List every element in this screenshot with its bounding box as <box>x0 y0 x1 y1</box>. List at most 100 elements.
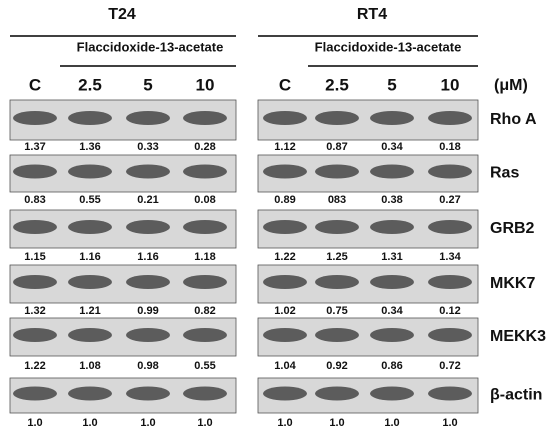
band <box>370 220 414 234</box>
band <box>68 275 112 289</box>
protein-label: MEKK3 <box>490 328 546 345</box>
quant-value: 0.89 <box>274 194 295 206</box>
lane-label: 10 <box>196 75 215 94</box>
lane-label: 2.5 <box>325 75 349 94</box>
band <box>183 387 227 401</box>
band <box>428 275 472 289</box>
treatment-label: Flaccidoxide-13-acetate <box>315 39 462 54</box>
treatment-label: Flaccidoxide-13-acetate <box>77 39 224 54</box>
band <box>315 387 359 401</box>
quant-value: 0.86 <box>381 360 402 372</box>
quant-value: 0.82 <box>194 305 215 317</box>
quant-value: 1.36 <box>79 141 100 153</box>
quant-value: 1.22 <box>274 251 295 263</box>
quant-value: 0.75 <box>326 305 347 317</box>
band <box>68 165 112 179</box>
quant-value: 0.99 <box>137 305 158 317</box>
quant-value: 1.18 <box>194 251 215 263</box>
quant-value: 0.98 <box>137 360 158 372</box>
quant-value: 0.34 <box>381 141 403 153</box>
band <box>126 165 170 179</box>
band <box>370 165 414 179</box>
band <box>263 275 307 289</box>
band <box>13 328 57 342</box>
quant-value: 1.22 <box>24 360 45 372</box>
band <box>183 220 227 234</box>
quant-value: 0.87 <box>326 141 347 153</box>
quant-value: 0.38 <box>381 194 402 206</box>
quant-value: 1.04 <box>274 360 296 372</box>
band <box>315 165 359 179</box>
quant-value: 083 <box>328 194 346 206</box>
band <box>126 275 170 289</box>
band <box>126 220 170 234</box>
protein-label: Ras <box>490 165 519 182</box>
lane-label: C <box>279 75 291 94</box>
quant-value: 0.08 <box>194 194 215 206</box>
quant-value: 0.55 <box>194 360 215 372</box>
band <box>68 111 112 125</box>
quant-value: 1.08 <box>79 360 100 372</box>
lane-label: 2.5 <box>78 75 102 94</box>
quant-value: 1.02 <box>274 305 295 317</box>
quant-value: 1.0 <box>277 417 292 429</box>
quant-value: 1.21 <box>79 305 100 317</box>
band <box>370 328 414 342</box>
quant-value: 0.55 <box>79 194 100 206</box>
quant-value: 0.27 <box>439 194 460 206</box>
quant-value: 0.12 <box>439 305 460 317</box>
band <box>315 328 359 342</box>
band <box>428 111 472 125</box>
band <box>13 111 57 125</box>
band <box>370 111 414 125</box>
quant-value: 1.12 <box>274 141 295 153</box>
band <box>126 387 170 401</box>
band <box>68 328 112 342</box>
band <box>428 220 472 234</box>
band <box>315 111 359 125</box>
quant-value: 1.0 <box>384 417 399 429</box>
band <box>263 220 307 234</box>
band <box>126 328 170 342</box>
band <box>370 275 414 289</box>
band <box>315 220 359 234</box>
quant-value: 1.25 <box>326 251 347 263</box>
quant-value: 1.32 <box>24 305 45 317</box>
band <box>370 387 414 401</box>
quant-value: 0.33 <box>137 141 158 153</box>
quant-value: 0.28 <box>194 141 215 153</box>
lane-label: 5 <box>387 75 396 94</box>
band <box>428 387 472 401</box>
band <box>13 387 57 401</box>
quant-value: 1.0 <box>329 417 344 429</box>
quant-value: 1.0 <box>442 417 457 429</box>
band <box>13 165 57 179</box>
band <box>183 328 227 342</box>
band <box>428 328 472 342</box>
band <box>126 111 170 125</box>
quant-value: 1.16 <box>137 251 158 263</box>
quant-value: 1.31 <box>381 251 402 263</box>
band <box>263 111 307 125</box>
lane-label: C <box>29 75 41 94</box>
quant-value: 1.15 <box>24 251 45 263</box>
band <box>183 165 227 179</box>
band <box>428 165 472 179</box>
protein-label: β-actin <box>490 387 542 404</box>
band <box>68 387 112 401</box>
quant-value: 0.18 <box>439 141 460 153</box>
lane-label: 5 <box>143 75 152 94</box>
quant-value: 1.0 <box>197 417 212 429</box>
quant-value: 1.0 <box>82 417 97 429</box>
unit-label: (μM) <box>494 77 528 94</box>
band <box>263 328 307 342</box>
quant-value: 0.92 <box>326 360 347 372</box>
band <box>183 111 227 125</box>
quant-value: 0.83 <box>24 194 45 206</box>
protein-label: Rho A <box>490 111 537 128</box>
quant-value: 0.21 <box>137 194 158 206</box>
quant-value: 1.34 <box>439 251 461 263</box>
figure: (μM) T24Flaccidoxide-13-acetateC2.55101.… <box>0 0 556 430</box>
protein-label: MKK7 <box>490 275 535 292</box>
protein-label: GRB2 <box>490 220 535 237</box>
